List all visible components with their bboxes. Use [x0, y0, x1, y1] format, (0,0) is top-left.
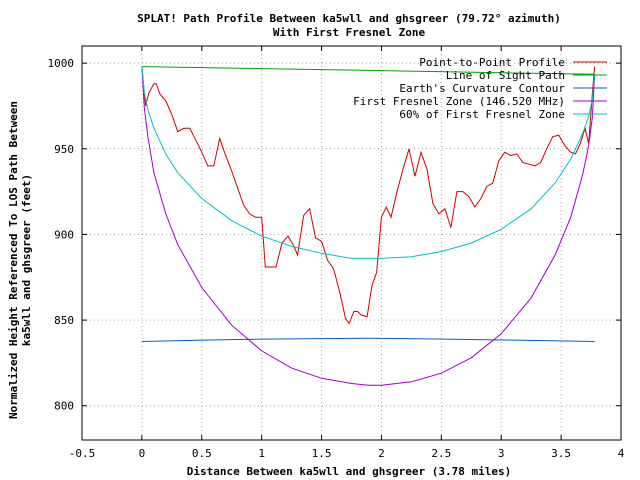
legend-label-3: First Fresnel Zone (146.520 MHz): [353, 95, 565, 108]
x-tick-label: 1: [258, 447, 265, 460]
y-tick-label: 950: [54, 143, 74, 156]
series-group: [141, 66, 596, 386]
series-line-1: [141, 66, 595, 75]
legend-label-0: Point-to-Point Profile: [419, 56, 565, 69]
chart-subtitle: With First Fresnel Zone: [273, 26, 426, 39]
axis-ticks: -0.5 0 0.5 1 1.5 2 2.5 3 3.5 4 800 850 900 950 1000: [48, 46, 625, 460]
x-tick-label: -0.5: [69, 447, 96, 460]
legend-label-2: Earth's Curvature Contour: [399, 82, 565, 95]
series-line-4: [141, 66, 596, 259]
x-tick-label: 0: [139, 447, 146, 460]
series-line-0: [141, 66, 596, 325]
y-tick-label: 850: [54, 314, 74, 327]
series-line-3: [141, 66, 596, 386]
x-tick-label: 3.5: [551, 447, 571, 460]
x-axis-label: Distance Between ka5wll and ghsgreer (3.…: [187, 465, 512, 478]
legend-label-1: Line of Sight Path: [446, 69, 565, 82]
grid: [82, 46, 621, 440]
x-tick-label: 2: [378, 447, 385, 460]
x-tick-label: 0.5: [192, 447, 212, 460]
y-axis-label-line2: ka5wll and ghsgreer (feet): [20, 174, 33, 346]
x-tick-label: 4: [618, 447, 625, 460]
chart-title: SPLAT! Path Profile Between ka5wll and g…: [137, 12, 561, 25]
y-tick-label: 800: [54, 400, 74, 413]
legend-label-4: 60% of First Fresnel Zone: [399, 108, 565, 121]
y-tick-label: 1000: [48, 57, 75, 70]
x-tick-label: 3: [498, 447, 505, 460]
plot-frame: [81, 45, 622, 441]
x-tick-label: 1.5: [312, 447, 332, 460]
x-tick-label: 2.5: [431, 447, 451, 460]
series-line-2: [141, 337, 595, 342]
y-tick-label: 900: [54, 228, 74, 241]
y-axis-label-line1: Normalized Height Referenced To LOS Path…: [7, 101, 20, 419]
